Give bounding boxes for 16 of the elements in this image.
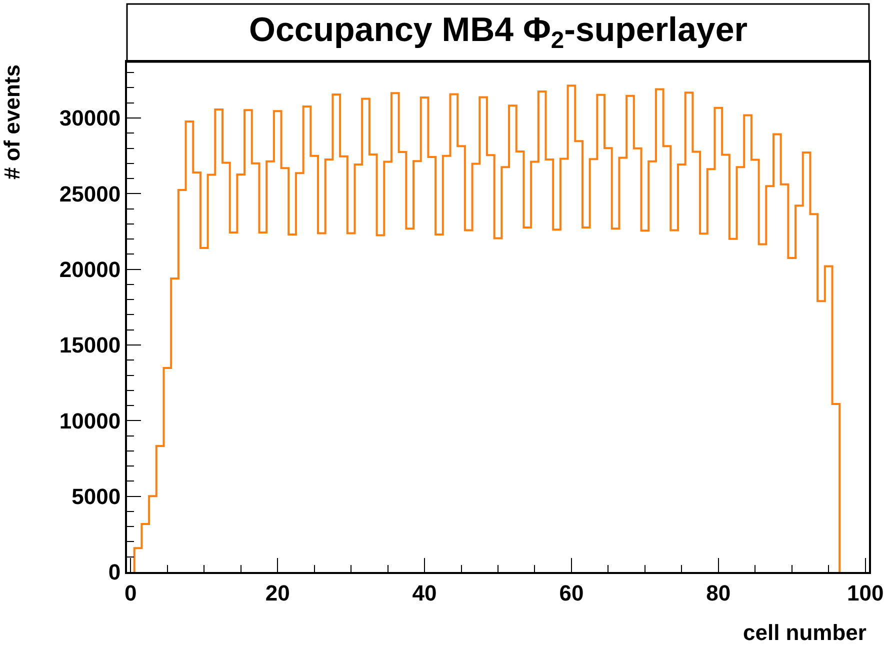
x-tick-label: 100 xyxy=(846,580,884,606)
y-tick-label: 20000 xyxy=(59,257,121,282)
y-tick-label: 25000 xyxy=(59,181,121,206)
x-tick-label: 60 xyxy=(559,580,584,606)
x-tick-label: 0 xyxy=(124,580,137,606)
chart-title: Occupancy MB4 Φ$_{2}$-superlayer xyxy=(249,11,748,54)
y-tick-label: 0 xyxy=(108,560,121,585)
x-axis-title: cell number xyxy=(743,620,867,645)
x-tick-label: 80 xyxy=(706,580,731,606)
x-tick-label: 20 xyxy=(265,580,290,606)
y-tick-label: 10000 xyxy=(59,408,121,434)
y-tick-label: 5000 xyxy=(72,484,121,510)
y-tick-label: 30000 xyxy=(59,106,121,131)
x-tick-label: 40 xyxy=(412,580,437,606)
y-axis-title: # of events xyxy=(0,64,24,180)
y-tick-label: 15000 xyxy=(59,332,121,358)
